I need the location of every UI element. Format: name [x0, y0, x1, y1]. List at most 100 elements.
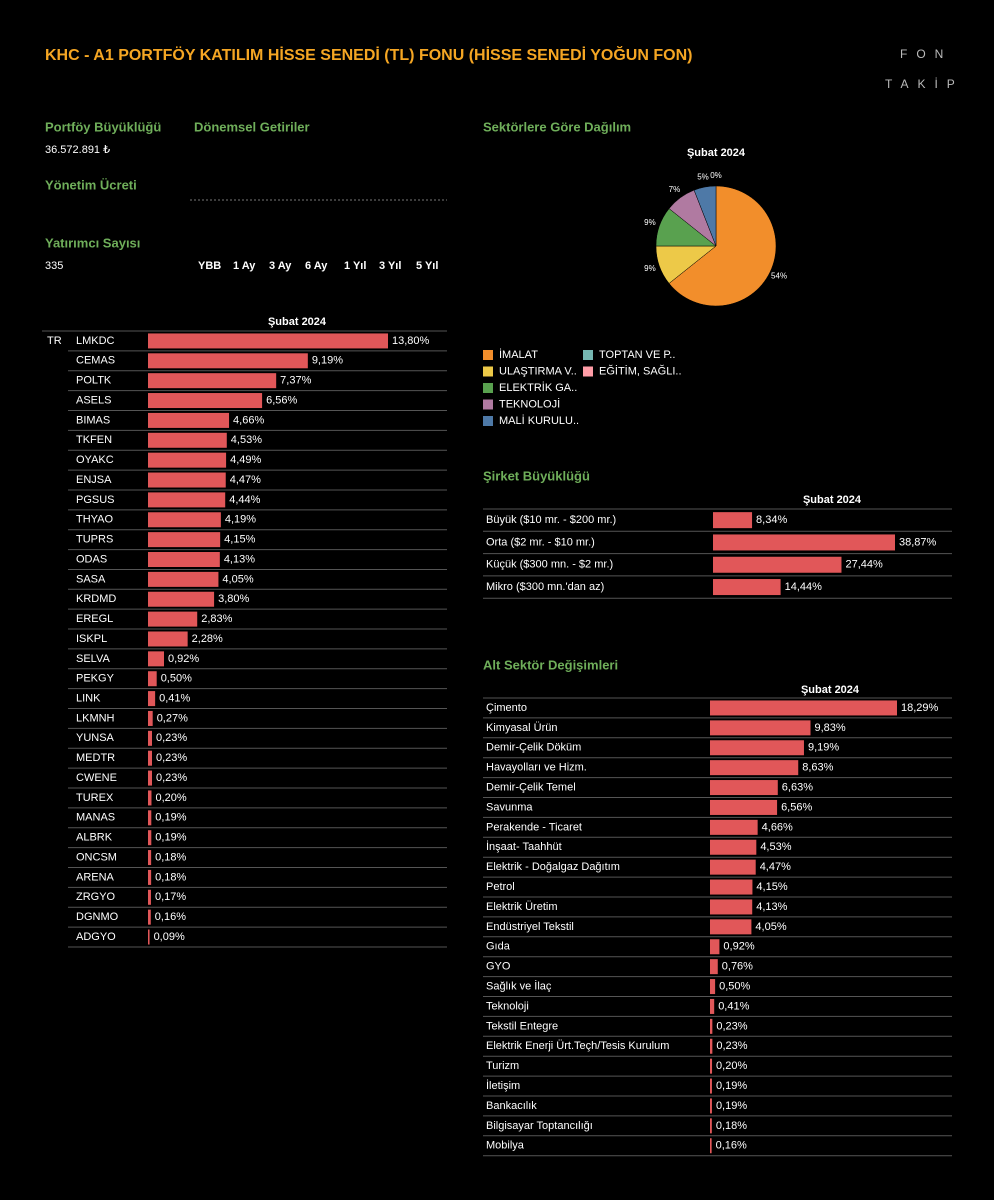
category-label: Turizm — [486, 1060, 519, 1072]
legend-swatch — [583, 350, 593, 360]
bar — [710, 819, 758, 835]
bar — [710, 919, 752, 935]
bar — [710, 760, 799, 776]
legend-label: ULAŞTIRMA V.. — [499, 365, 577, 377]
legend-label: İMALAT — [499, 348, 538, 361]
value-label: 6,56% — [781, 801, 812, 813]
category-label: Büyük ($10 mr. - $200 mr.) — [486, 514, 616, 526]
size-label: Portföy Büyüklüğü — [45, 119, 161, 134]
investors-label: Yatırımcı Sayısı — [45, 235, 140, 250]
legend-swatch — [483, 416, 493, 426]
bar — [710, 859, 756, 875]
pie-slice — [668, 185, 777, 307]
category-label: ENJSA — [76, 474, 112, 486]
bar — [713, 512, 753, 529]
value-label: 4,53% — [231, 434, 262, 446]
category-label: OYAKC — [76, 454, 114, 466]
bar — [148, 432, 227, 448]
slice-label: 5% — [697, 172, 709, 181]
value-label: 2,83% — [201, 613, 232, 625]
value-label: 8,34% — [756, 514, 787, 526]
legend-swatch — [483, 366, 493, 377]
value-label: 3,80% — [218, 593, 249, 605]
category-label: YUNSA — [76, 732, 115, 744]
category-label: LMKDC — [76, 335, 115, 347]
value-label: 4,47% — [230, 474, 261, 486]
bar — [148, 770, 152, 786]
category-label: SELVA — [76, 653, 110, 665]
value-label: 4,53% — [760, 841, 791, 853]
bar — [710, 979, 716, 995]
category-label: PEKGY — [76, 673, 115, 685]
bar — [148, 710, 153, 726]
bar — [710, 998, 715, 1014]
value-label: 0,09% — [154, 931, 185, 943]
category-label: Orta ($2 mr. - $10 mr.) — [486, 536, 595, 548]
category-label: Endüstriyel Tekstil — [486, 921, 574, 933]
value-label: 0,18% — [155, 871, 186, 883]
value-label: 0,19% — [155, 812, 186, 824]
value-label: 4,44% — [229, 494, 260, 506]
category-label: İletişim — [486, 1079, 520, 1092]
category-label: ASELS — [76, 394, 111, 406]
value-label: 14,44% — [785, 581, 823, 593]
category-label: Petrol — [486, 881, 515, 893]
category-label: LKMNH — [76, 712, 115, 724]
bar — [148, 750, 152, 766]
value-label: 4,15% — [224, 534, 255, 546]
bar — [710, 720, 811, 736]
bar — [710, 780, 778, 796]
category-label: Teknoloji — [486, 1000, 529, 1012]
bar — [148, 929, 150, 945]
value-label: 4,66% — [762, 821, 793, 833]
bar — [148, 452, 227, 468]
category-label: CEMAS — [76, 355, 115, 367]
category-label: ARENA — [76, 871, 115, 883]
value-label: 4,47% — [760, 861, 791, 873]
period-label: 3 Yıl — [379, 260, 401, 272]
bar — [148, 532, 221, 548]
fee-label: Yönetim Ücreti — [45, 177, 137, 192]
value-label: 0,16% — [716, 1140, 747, 1152]
bar — [148, 691, 156, 707]
bar — [148, 889, 151, 905]
value-label: 4,19% — [225, 514, 256, 526]
legend-label: EĞİTİM, SAĞLI.. — [599, 364, 682, 377]
bar — [148, 909, 151, 925]
bar — [710, 839, 757, 855]
value-label: 0,23% — [716, 1040, 747, 1052]
value-label: 0,76% — [722, 961, 753, 973]
value-label: 4,49% — [230, 454, 261, 466]
bar — [710, 1018, 713, 1034]
bar — [148, 591, 215, 607]
period-label: 3 Ay — [269, 260, 292, 272]
category-label: TKFEN — [76, 434, 112, 446]
value-label: 0,23% — [716, 1020, 747, 1032]
value-label: 4,66% — [233, 414, 264, 426]
value-label: 4,15% — [756, 881, 787, 893]
value-label: 4,13% — [756, 901, 787, 913]
bar — [710, 1138, 712, 1154]
slice-label: 54% — [771, 271, 787, 280]
category-label: Elektrik Üretim — [486, 901, 558, 913]
category-label: Perakende - Ticaret — [486, 821, 582, 833]
chart-subtitle: Şubat 2024 — [687, 147, 746, 159]
bar — [148, 412, 230, 428]
value-label: 0,23% — [156, 732, 187, 744]
legend-label: TOPTAN VE P.. — [599, 349, 675, 361]
category-label: KRDMD — [76, 593, 116, 605]
bar — [710, 1098, 712, 1114]
chart-title: Şirket Büyüklüğü — [483, 468, 590, 483]
bar — [710, 700, 897, 716]
bar — [148, 492, 226, 508]
bar — [148, 850, 152, 866]
value-label: 0,18% — [716, 1120, 747, 1132]
value-label: 0,20% — [155, 792, 186, 804]
bar — [710, 939, 720, 955]
legend-label: ELEKTRİK GA.. — [499, 381, 577, 394]
category-label: ALBRK — [76, 832, 113, 844]
value-label: 0,20% — [716, 1060, 747, 1072]
returns-label: Dönemsel Getiriler — [194, 119, 310, 134]
bar — [148, 472, 226, 488]
